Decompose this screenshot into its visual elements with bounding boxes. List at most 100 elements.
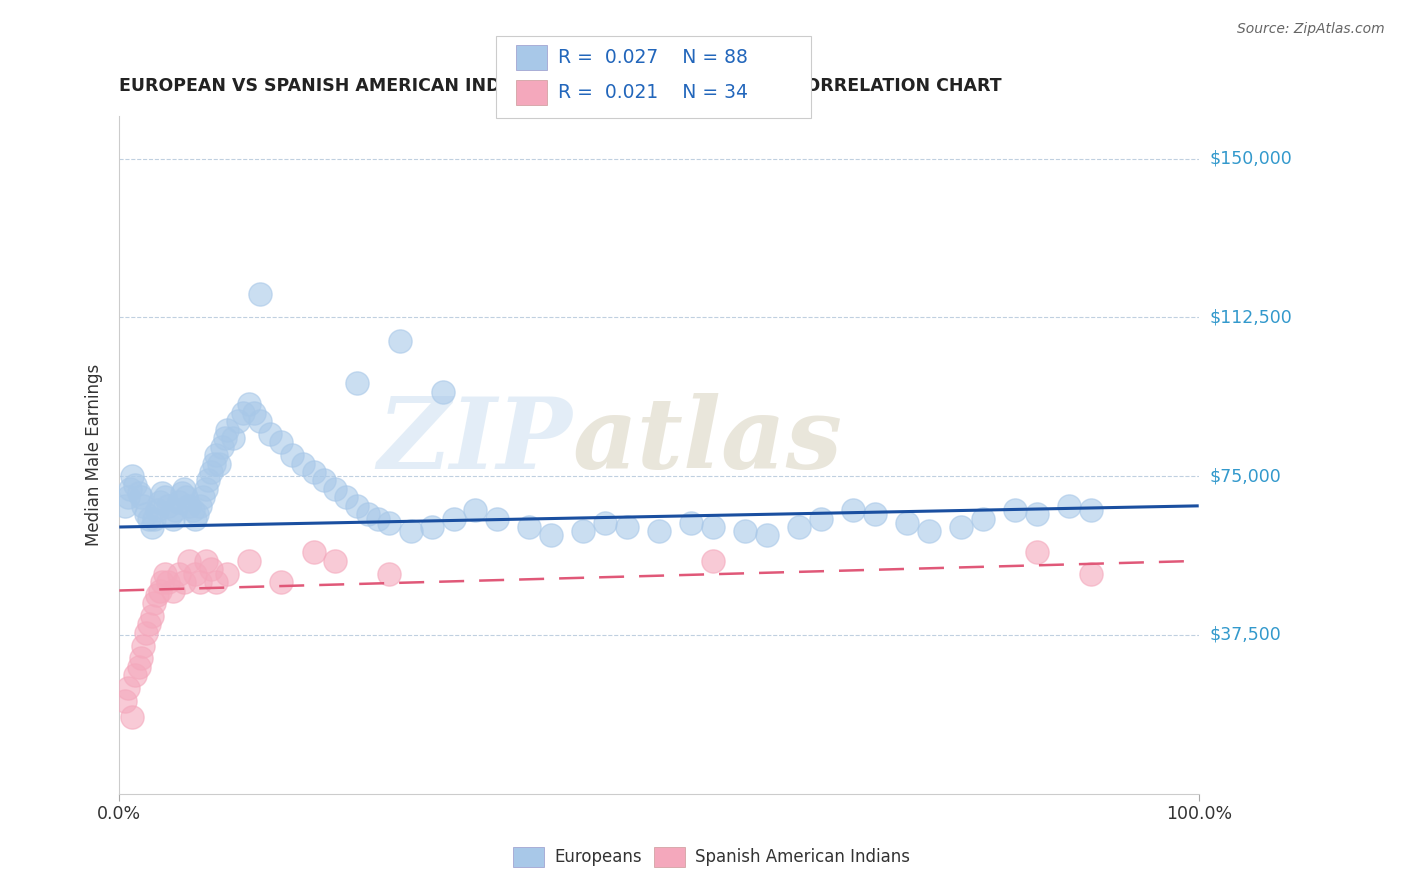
Point [432, 384, 454, 399]
Point [540, 528, 562, 542]
Point [378, 566, 401, 581]
Point [486, 511, 509, 525]
Point [238, 554, 260, 568]
Point [259, 426, 281, 441]
Point [335, 491, 357, 505]
Point [950, 520, 973, 534]
Point [162, 511, 184, 525]
Point [184, 566, 207, 581]
Point [896, 516, 918, 530]
Point [184, 511, 207, 525]
Point [141, 608, 163, 623]
Point [167, 566, 190, 581]
Point [443, 511, 465, 525]
Point [138, 511, 160, 525]
Point [165, 503, 187, 517]
Point [681, 516, 703, 530]
Point [153, 566, 176, 581]
Point [702, 520, 724, 534]
Point [149, 494, 172, 508]
Text: ZIP: ZIP [378, 393, 572, 490]
Point [114, 693, 136, 707]
Point [188, 499, 211, 513]
Point [367, 511, 389, 525]
Point [249, 414, 271, 428]
Point [270, 575, 292, 590]
Point [173, 575, 195, 590]
Point [863, 508, 886, 522]
Point [179, 554, 201, 568]
Point [810, 511, 832, 525]
Point [114, 499, 136, 513]
Point [202, 457, 225, 471]
Point [918, 524, 941, 539]
Point [146, 588, 169, 602]
Point [117, 681, 139, 695]
Point [162, 583, 184, 598]
Point [356, 508, 378, 522]
Point [226, 414, 249, 428]
Point [170, 486, 193, 500]
Point [135, 508, 157, 522]
Point [188, 575, 211, 590]
Point [138, 617, 160, 632]
Point [146, 503, 169, 517]
Point [160, 508, 183, 522]
Point [194, 482, 217, 496]
Point [842, 503, 865, 517]
Point [734, 524, 756, 539]
Point [346, 499, 368, 513]
Text: $112,500: $112,500 [1209, 309, 1292, 326]
Point [1004, 503, 1026, 517]
Point [323, 482, 346, 496]
Text: $37,500: $37,500 [1209, 626, 1282, 644]
Point [1057, 499, 1080, 513]
Point [211, 440, 233, 454]
Point [167, 494, 190, 508]
Text: Spanish American Indians: Spanish American Indians [695, 848, 910, 866]
Point [281, 448, 304, 462]
Point [388, 334, 411, 348]
Point [1080, 503, 1102, 517]
Text: Source: ZipAtlas.com: Source: ZipAtlas.com [1237, 22, 1385, 37]
Point [197, 474, 219, 488]
Point [186, 508, 208, 522]
Point [217, 566, 239, 581]
Point [302, 545, 325, 559]
Point [200, 465, 222, 479]
Point [232, 406, 254, 420]
Point [174, 491, 197, 505]
Point [464, 503, 486, 517]
Point [314, 474, 336, 488]
Point [616, 520, 638, 534]
Point [399, 524, 422, 539]
Text: R =  0.027    N = 88: R = 0.027 N = 88 [558, 47, 748, 67]
Text: $75,000: $75,000 [1209, 467, 1282, 485]
Point [132, 639, 155, 653]
Point [207, 457, 229, 471]
Point [124, 477, 146, 491]
Point [142, 511, 165, 525]
Point [194, 554, 217, 568]
Text: R =  0.021    N = 34: R = 0.021 N = 34 [558, 83, 748, 103]
Point [152, 486, 174, 500]
Point [156, 575, 179, 590]
Point [121, 469, 143, 483]
Point [755, 528, 778, 542]
Point [121, 710, 143, 724]
Point [141, 520, 163, 534]
Point [270, 435, 292, 450]
Text: EUROPEAN VS SPANISH AMERICAN INDIAN MEDIAN MALE EARNINGS CORRELATION CHART: EUROPEAN VS SPANISH AMERICAN INDIAN MEDI… [120, 78, 1002, 95]
Point [789, 520, 811, 534]
Point [181, 503, 204, 517]
Text: Europeans: Europeans [554, 848, 641, 866]
Point [128, 659, 150, 673]
Point [117, 491, 139, 505]
Point [243, 406, 266, 420]
Point [420, 520, 443, 534]
Point [132, 499, 155, 513]
Point [1080, 566, 1102, 581]
Y-axis label: Median Male Earnings: Median Male Earnings [86, 364, 103, 546]
Point [124, 668, 146, 682]
Point [323, 554, 346, 568]
